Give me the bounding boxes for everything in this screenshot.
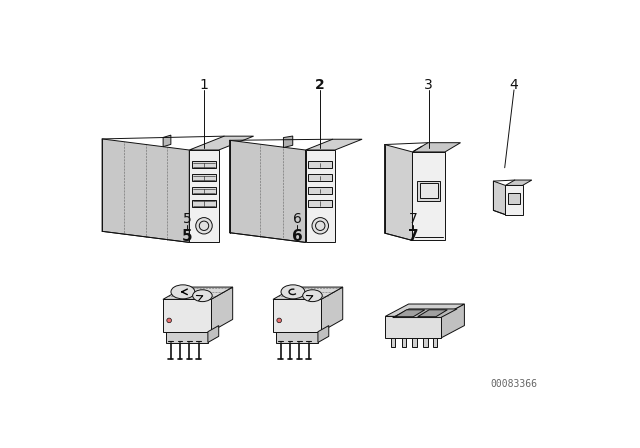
Text: 7: 7 (409, 212, 418, 226)
Polygon shape (395, 310, 425, 317)
Polygon shape (402, 338, 406, 347)
Polygon shape (308, 200, 332, 207)
Polygon shape (412, 338, 417, 347)
Polygon shape (273, 287, 343, 299)
Polygon shape (166, 332, 208, 343)
Polygon shape (420, 184, 438, 198)
Circle shape (312, 218, 328, 234)
Ellipse shape (171, 285, 195, 299)
Text: 5: 5 (182, 212, 191, 226)
Circle shape (167, 318, 172, 323)
Polygon shape (423, 338, 428, 347)
Polygon shape (506, 185, 522, 215)
Polygon shape (308, 187, 332, 194)
Polygon shape (391, 338, 396, 347)
Polygon shape (508, 194, 520, 203)
Polygon shape (189, 150, 219, 242)
Polygon shape (102, 139, 189, 242)
Polygon shape (418, 310, 447, 317)
Polygon shape (493, 181, 506, 215)
Polygon shape (192, 174, 216, 181)
Polygon shape (412, 152, 445, 241)
Polygon shape (417, 181, 440, 201)
Polygon shape (211, 287, 233, 332)
Polygon shape (208, 326, 219, 343)
Text: 6: 6 (292, 229, 302, 244)
Polygon shape (192, 187, 216, 194)
Polygon shape (385, 145, 412, 241)
Text: 2: 2 (316, 78, 325, 91)
Polygon shape (321, 287, 343, 332)
Polygon shape (385, 316, 441, 338)
Circle shape (196, 218, 212, 234)
Ellipse shape (193, 290, 212, 302)
Polygon shape (433, 338, 437, 347)
Polygon shape (192, 161, 216, 168)
Polygon shape (276, 332, 318, 343)
Circle shape (277, 318, 282, 323)
Text: 00083366: 00083366 (490, 379, 537, 389)
Polygon shape (189, 136, 253, 150)
Polygon shape (192, 200, 216, 207)
Text: 4: 4 (509, 78, 518, 91)
Polygon shape (163, 299, 211, 332)
Polygon shape (318, 326, 329, 343)
Polygon shape (308, 161, 332, 168)
Polygon shape (163, 287, 233, 299)
Polygon shape (305, 150, 335, 242)
Text: 6: 6 (292, 212, 301, 226)
Ellipse shape (281, 285, 305, 299)
Polygon shape (163, 135, 171, 146)
Polygon shape (308, 174, 332, 181)
Ellipse shape (303, 290, 322, 302)
Polygon shape (393, 309, 457, 318)
Polygon shape (230, 140, 305, 242)
Polygon shape (385, 304, 465, 316)
Polygon shape (506, 180, 532, 185)
Text: 7: 7 (408, 229, 419, 244)
Text: 1: 1 (200, 78, 209, 91)
Polygon shape (273, 299, 321, 332)
Text: 3: 3 (424, 78, 433, 91)
Polygon shape (441, 304, 465, 338)
Polygon shape (412, 143, 461, 152)
Polygon shape (305, 139, 362, 150)
Polygon shape (284, 136, 292, 147)
Text: 5: 5 (182, 229, 192, 244)
